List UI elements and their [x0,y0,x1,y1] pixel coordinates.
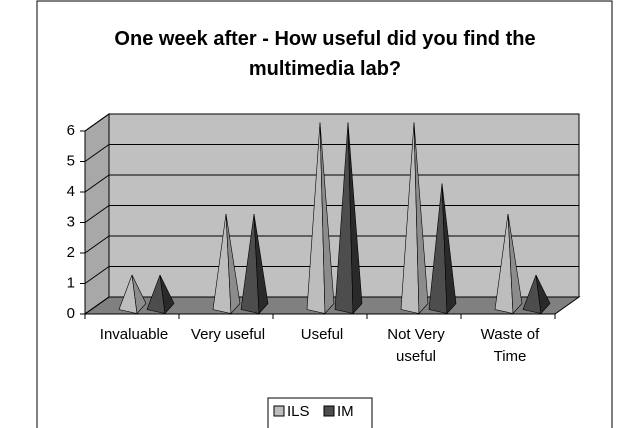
pyramid [306,122,335,315]
y-tick-label: 6 [67,122,75,139]
pyramid-side [347,122,363,315]
pyramid [400,122,429,315]
pyramid [428,183,457,315]
pyramid [146,274,175,315]
pyramid [240,213,269,315]
pyramid [522,274,551,315]
grid-line [84,266,110,284]
legend-swatch [273,405,285,417]
pyramid [334,122,363,315]
legend-label: IM [337,403,354,420]
y-tick-label: 1 [67,274,75,291]
pyramid [118,274,147,315]
chart-border [36,0,613,428]
pyramid [212,213,241,315]
grid-line [84,174,110,193]
grid-line [84,205,110,223]
pyramid-side [507,213,523,315]
x-tick-label: Very useful [190,326,266,343]
x-tick-label: Invaluable [99,326,169,343]
pyramid-side [413,122,429,315]
pyramid-side [131,274,147,315]
x-tick-label: Useful [300,326,344,343]
x-tick-label: Not Very useful [387,326,445,365]
pyramid [494,213,523,315]
y-tick-label: 4 [67,183,75,200]
pyramid-side [535,274,551,315]
grid-line [84,235,110,254]
pyramid-side [225,213,241,315]
pyramid-side [441,183,457,315]
pyramid-side [159,274,175,315]
x-tick-label: Waste of Time [480,326,540,365]
grid-line [84,113,110,132]
y-tick-label: 3 [67,213,75,230]
legend-swatch [323,405,335,417]
grid-line [84,144,110,162]
grid-line [84,296,110,315]
legend-box [267,397,373,428]
y-tick-label: 5 [67,152,75,169]
chart-title: One week after - How useful did you find… [114,28,536,80]
pyramid-side [253,213,269,315]
y-tick-label: 0 [67,305,75,322]
legend-label: ILS [287,403,310,420]
pyramid-side [319,122,335,315]
y-tick-label: 2 [67,244,75,261]
